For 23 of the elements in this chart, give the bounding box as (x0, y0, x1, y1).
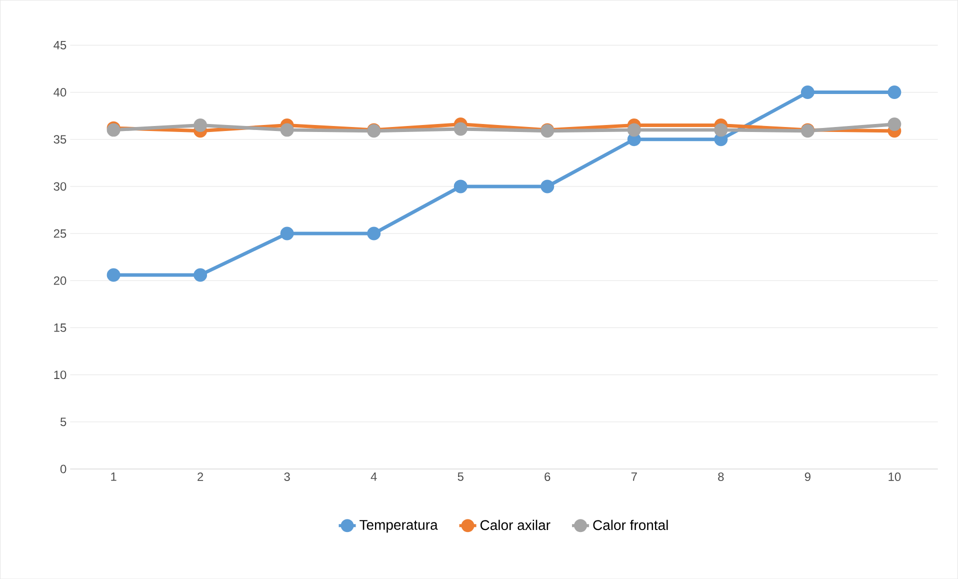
legend-label: Calor frontal (593, 520, 668, 530)
y-tick-label: 5 (60, 418, 66, 426)
x-tick-label: 2 (198, 472, 204, 481)
y-tick-label: 30 (54, 182, 66, 191)
legend-label: Calor axilar (480, 520, 550, 530)
y-tick-label: 35 (54, 135, 66, 144)
x-tick-label: 4 (370, 472, 377, 481)
y-tick-label: 45 (54, 40, 66, 50)
x-tick-label: 1 (111, 472, 116, 481)
x-tick-label: 3 (284, 472, 290, 481)
x-tick-label: 7 (631, 472, 637, 481)
y-tick-label: 25 (54, 229, 66, 238)
y-tick-label: 0 (60, 464, 66, 474)
y-tick-label: 10 (54, 370, 66, 379)
x-tick-label: 9 (804, 472, 810, 481)
x-tick-label: 10 (888, 472, 901, 481)
x-tick-label: 8 (718, 472, 724, 481)
y-tick-label: 15 (54, 323, 66, 332)
legend-label: Temperatura (360, 520, 438, 533)
y-tick-label: 20 (54, 276, 66, 285)
x-tick-label: 5 (458, 472, 464, 481)
x-tick-label: 6 (544, 472, 550, 481)
y-tick-label: 40 (54, 88, 66, 96)
